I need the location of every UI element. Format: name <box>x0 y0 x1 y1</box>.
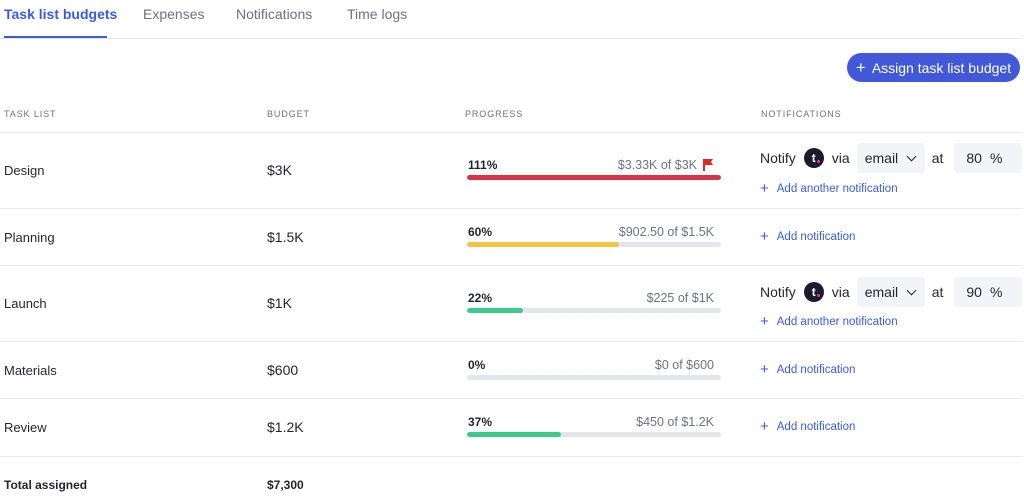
column-header-budget: BUDGET <box>267 109 310 119</box>
progress-bar <box>467 175 721 180</box>
add-link-label: Add notification <box>776 231 856 243</box>
task-list-name[interactable]: Launch <box>4 296 47 311</box>
task-list-name[interactable]: Design <box>4 163 45 178</box>
budget-value: $3K <box>267 162 292 178</box>
channel-select-value: email <box>864 150 899 166</box>
assign-task-list-budget-button[interactable]: + Assign task list budget <box>847 53 1020 82</box>
divider <box>0 398 1022 399</box>
progress-bar <box>467 308 721 313</box>
add-link-label: Add another notification <box>776 316 898 328</box>
teamwork-avatar-icon: t <box>803 148 824 168</box>
add-notification-link[interactable]: + Add notification <box>760 361 856 378</box>
threshold-input[interactable]: 80 % <box>954 143 1023 173</box>
progress-amount: $3.33K of $3K <box>617 158 697 172</box>
add-notification-link[interactable]: + Add notification <box>760 228 856 245</box>
tab-task-list-budgets[interactable]: Task list budgets <box>4 6 118 22</box>
task-list-name[interactable]: Materials <box>4 363 57 378</box>
add-notification-link[interactable]: + Add notification <box>760 418 856 435</box>
threshold-input[interactable]: 90 % <box>954 277 1023 307</box>
channel-select[interactable]: email <box>856 277 925 307</box>
budget-value: $1.2K <box>267 419 304 435</box>
add-link-label: Add notification <box>776 364 856 376</box>
chevron-down-icon <box>906 285 917 295</box>
task-list-name[interactable]: Review <box>4 420 47 435</box>
assign-button-label: Assign task list budget <box>871 59 1012 76</box>
flag-icon <box>702 159 714 171</box>
plus-icon: + <box>760 418 769 435</box>
notify-label: Notify <box>760 150 796 166</box>
add-link-label: Add notification <box>776 421 856 433</box>
threshold-unit: % <box>989 150 1003 166</box>
progress-amount: $902.50 of $1.5K <box>618 225 714 239</box>
progress-amount: $225 of $1K <box>646 291 714 305</box>
budget-value: $1.5K <box>267 229 304 245</box>
notify-label: Notify <box>760 284 796 300</box>
progress-percent: 37% <box>468 415 493 429</box>
tab-time-logs[interactable]: Time logs <box>347 6 408 22</box>
progress-bar-fill <box>467 308 523 313</box>
notification-rule: Notify t via email at 90 % <box>760 277 1023 307</box>
plus-icon: + <box>760 180 769 197</box>
threshold-value: 80 <box>966 150 982 166</box>
threshold-value: 90 <box>966 284 982 300</box>
total-assigned-label: Total assigned <box>4 478 88 492</box>
task-list-name[interactable]: Planning <box>4 230 55 245</box>
progress-percent: 60% <box>468 225 493 239</box>
progress-cell: 37% $450 of $1.2K <box>467 415 721 445</box>
progress-bar <box>467 375 721 380</box>
tab-expenses[interactable]: Expenses <box>143 6 205 22</box>
tab-notifications[interactable]: Notifications <box>236 6 313 22</box>
via-label: via <box>831 284 850 300</box>
column-header-progress: PROGRESS <box>465 109 524 119</box>
teamwork-avatar-icon: t <box>803 282 824 302</box>
progress-bar-fill <box>467 242 620 247</box>
at-label: at <box>931 284 944 300</box>
notification-rule: Notify t via email at 80 % <box>760 143 1023 173</box>
divider <box>0 208 1022 209</box>
via-label: via <box>831 150 850 166</box>
budget-value: $600 <box>267 362 299 378</box>
progress-amount: $0 of $600 <box>654 358 714 372</box>
divider <box>0 265 1022 266</box>
budget-value: $1K <box>267 295 292 311</box>
column-header-notifications: NOTIFICATIONS <box>761 109 842 119</box>
progress-amount: $450 of $1.2K <box>636 415 714 429</box>
progress-cell: 111% $3.33K of $3K <box>467 158 721 188</box>
progress-amount-wrap: $3.33K of $3K <box>618 158 714 172</box>
channel-select-value: email <box>864 284 899 300</box>
divider <box>0 132 1022 133</box>
add-another-notification-link[interactable]: + Add another notification <box>760 313 898 330</box>
progress-cell: 60% $902.50 of $1.5K <box>467 225 721 255</box>
progress-bar-fill <box>467 175 721 180</box>
channel-select[interactable]: email <box>856 143 925 173</box>
plus-icon: + <box>760 228 769 245</box>
divider <box>0 341 1022 342</box>
divider <box>0 456 1022 457</box>
threshold-unit: % <box>989 284 1003 300</box>
plus-icon: + <box>855 57 866 77</box>
active-tab-indicator <box>4 36 107 38</box>
column-header-task-list: TASK LIST <box>4 109 57 119</box>
add-another-notification-link[interactable]: + Add another notification <box>760 180 898 197</box>
progress-bar <box>467 432 721 437</box>
total-assigned-value: $7,300 <box>267 478 304 492</box>
progress-bar <box>467 242 721 247</box>
progress-percent: 0% <box>468 358 486 372</box>
plus-icon: + <box>760 361 769 378</box>
plus-icon: + <box>760 313 769 330</box>
add-link-label: Add another notification <box>776 183 898 195</box>
progress-bar-fill <box>467 432 561 437</box>
progress-cell: 0% $0 of $600 <box>467 358 721 388</box>
at-label: at <box>931 150 944 166</box>
tab-bar: Task list budgets Expenses Notifications… <box>0 0 1022 39</box>
progress-percent: 22% <box>468 291 493 305</box>
chevron-down-icon <box>906 151 917 161</box>
progress-percent: 111% <box>468 158 498 172</box>
progress-cell: 22% $225 of $1K <box>467 291 721 321</box>
